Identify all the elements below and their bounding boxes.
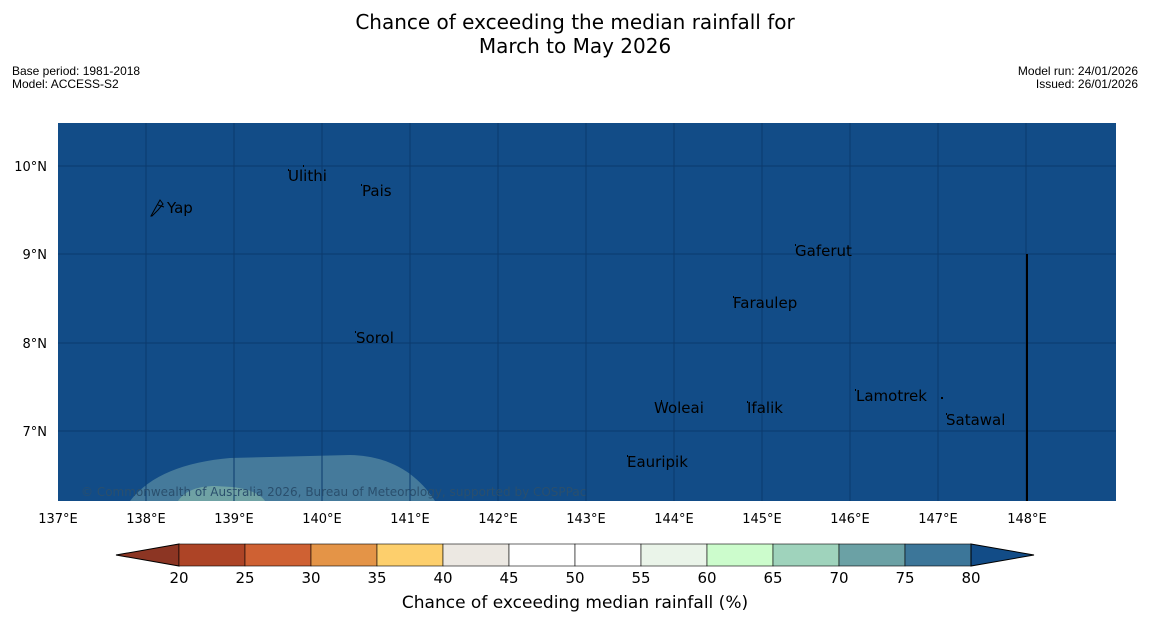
colorbar-segment-70-75 <box>838 543 906 567</box>
colorbar-over-arrow <box>970 543 1035 567</box>
colorbar-segment-25-30 <box>244 543 312 567</box>
lon-label-142: 142°E <box>478 512 518 527</box>
issued-date: Issued: 26/01/2026 <box>1035 77 1138 91</box>
lat-label-8n: 8°N <box>23 337 48 352</box>
place-sorol: Sorol <box>356 329 394 347</box>
colorbar-tick-30: 30 <box>301 569 320 587</box>
base-period: Base period: 1981-2018 <box>12 64 141 78</box>
graticule <box>58 123 1116 501</box>
place-gaferut: Gaferut <box>795 242 852 260</box>
colorbar-tick-60: 60 <box>697 569 716 587</box>
place-yap: Yap <box>166 199 193 217</box>
lon-label-147: 147°E <box>918 512 958 527</box>
place-ulithi: Ulithi <box>288 167 327 185</box>
colorbar-tick-40: 40 <box>433 569 452 587</box>
colorbar-tick-75: 75 <box>895 569 914 587</box>
colorbar-tick-35: 35 <box>367 569 386 587</box>
lat-label-9n: 9°N <box>23 248 48 263</box>
ocean-area <box>58 123 1116 501</box>
model-run: Model run: 24/01/2026 <box>1017 64 1138 78</box>
atoll-markers <box>288 165 947 457</box>
place-lamotrek: Lamotrek <box>856 387 927 405</box>
colorbar-under-arrow <box>115 543 180 567</box>
colorbar-segment-40-45 <box>442 543 510 567</box>
place-woleai: Woleai <box>654 399 704 417</box>
colorbar-tick-65: 65 <box>763 569 782 587</box>
lon-label-138: 138°E <box>126 512 166 527</box>
colorbar-segment-35-40 <box>376 543 444 567</box>
colorbar-segment-60-65 <box>706 543 774 567</box>
title-line-2: March to May 2026 <box>478 34 672 58</box>
colorbar-segment-30-35 <box>310 543 378 567</box>
lon-label-140: 140°E <box>302 512 342 527</box>
colorbar-label: Chance of exceeding median rainfall (%) <box>401 593 749 613</box>
lon-label-148: 148°E <box>1007 512 1047 527</box>
place-faraulep: Faraulep <box>733 294 797 312</box>
place-pais: Pais <box>362 182 392 200</box>
probability-band-60-65 <box>178 486 265 501</box>
lon-label-137: 137°E <box>38 512 78 527</box>
colorbar-segment-65-70 <box>772 543 840 567</box>
lon-label-145: 145°E <box>742 512 782 527</box>
copyright-notice: © Commonwealth of Australia 2026, Bureau… <box>81 485 586 499</box>
colorbar: 20 25 30 35 40 45 50 55 60 65 70 75 80 <box>115 543 1035 587</box>
place-satawal: Satawal <box>946 411 1005 429</box>
lat-label-7n: 7°N <box>23 425 48 440</box>
colorbar-segment-75-80 <box>904 543 972 567</box>
model-info: Base period: 1981-2018 Model: ACCESS-S2 <box>12 65 140 91</box>
lon-label-143: 143°E <box>566 512 606 527</box>
colorbar-segment-55-60 <box>640 543 708 567</box>
title-line-1: Chance of exceeding the median rainfall … <box>355 10 795 34</box>
colorbar-tick-45: 45 <box>499 569 518 587</box>
lat-label-10n: 10°N <box>14 160 47 175</box>
colorbar-segment-45-50 <box>508 543 576 567</box>
colorbar-tick-80: 80 <box>961 569 980 587</box>
lon-label-139: 139°E <box>214 512 254 527</box>
place-ifalik: Ifalik <box>747 399 783 417</box>
lon-label-146: 146°E <box>830 512 870 527</box>
place-eauripik: Eauripik <box>627 453 688 471</box>
colorbar-tick-50: 50 <box>565 569 584 587</box>
colorbar-tick-70: 70 <box>829 569 848 587</box>
lon-label-144: 144°E <box>654 512 694 527</box>
colorbar-tick-20: 20 <box>169 569 188 587</box>
yap-island-outline <box>150 199 164 217</box>
map-title: Chance of exceeding the median rainfall … <box>0 10 1150 58</box>
model-name: Model: ACCESS-S2 <box>12 77 119 91</box>
colorbar-segment-20-25 <box>178 543 246 567</box>
colorbar-tick-55: 55 <box>631 569 650 587</box>
lon-label-141: 141°E <box>390 512 430 527</box>
issue-info: Model run: 24/01/2026 Issued: 26/01/2026 <box>1018 65 1138 91</box>
colorbar-segment-50-55 <box>574 543 642 567</box>
colorbar-tick-25: 25 <box>235 569 254 587</box>
